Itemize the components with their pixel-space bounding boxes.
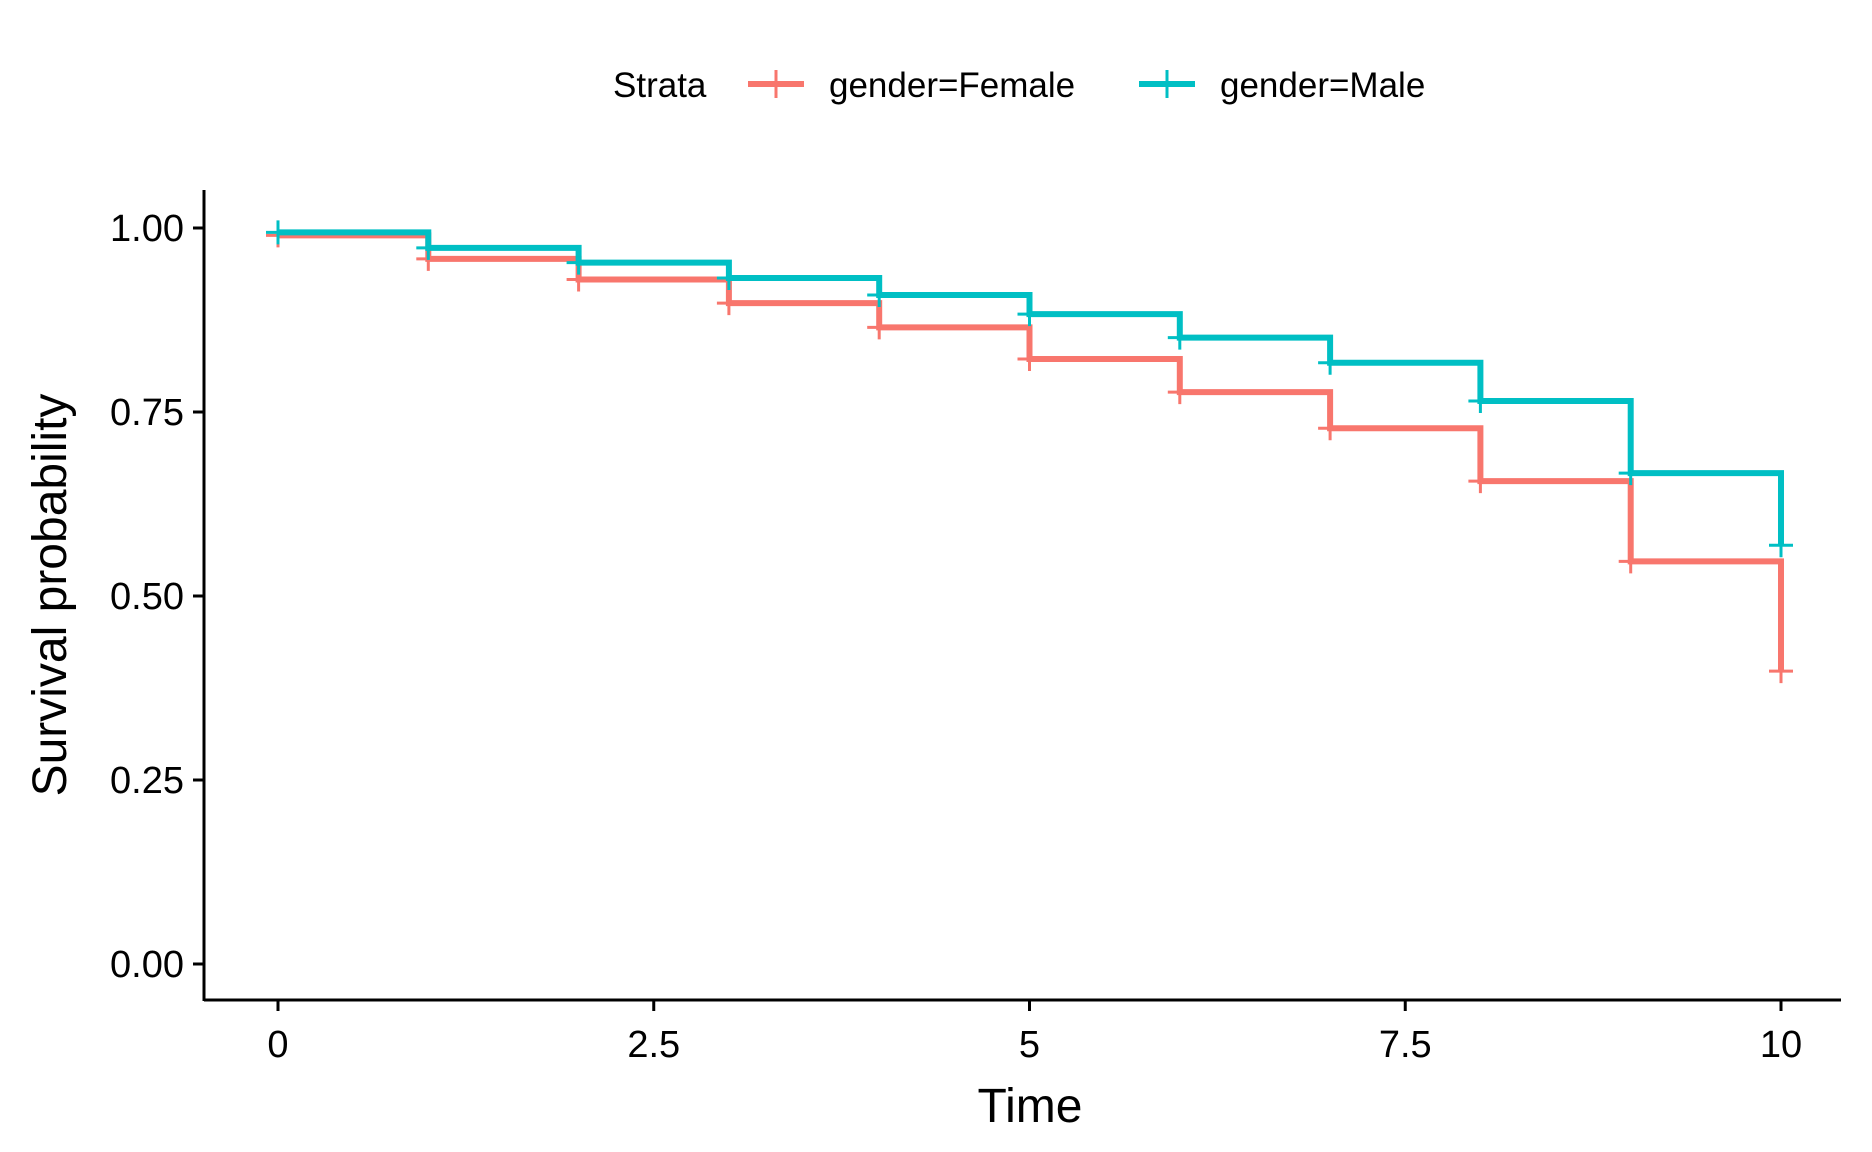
- censor-mark: [1318, 350, 1343, 375]
- y-tick-label: 1.00: [110, 208, 184, 250]
- y-tick-label: 0.00: [110, 944, 184, 986]
- x-tick-label: 10: [1760, 1024, 1802, 1066]
- censor-mark: [1468, 469, 1493, 494]
- censor-mark: [1769, 659, 1793, 684]
- censor-mark: [266, 220, 290, 245]
- censor-mark: [1318, 416, 1343, 441]
- y-ticks: 0.00 0.25 0.50 0.75 1.00: [110, 208, 204, 986]
- plot-series: [266, 220, 1793, 684]
- censor-mark: [867, 282, 892, 307]
- x-axis-title: Time: [978, 1080, 1083, 1133]
- legend-item: gender=Female: [748, 66, 1075, 105]
- censor-mark: [1618, 549, 1643, 574]
- survival-curve: [278, 229, 1784, 546]
- censor-mark: [1017, 302, 1042, 327]
- x-tick-label: 2.5: [627, 1024, 680, 1066]
- censor-mark: [1167, 380, 1192, 405]
- y-axis-title: Survival probability: [24, 394, 77, 797]
- axes: 0.00 0.25 0.50 0.75 1.00 0 2.5 5 7.5 10: [110, 190, 1841, 1066]
- censor-mark: [1468, 388, 1493, 413]
- censor-mark: [716, 266, 741, 291]
- legend-label: gender=Female: [829, 66, 1075, 105]
- legend: Strata gender=Female gender=Male: [613, 66, 1425, 105]
- x-tick-label: 0: [267, 1024, 288, 1066]
- legend-entries: gender=Female gender=Male: [748, 66, 1425, 105]
- censor-mark: [1769, 533, 1793, 558]
- x-tick-label: 5: [1019, 1024, 1040, 1066]
- y-tick-label: 0.25: [110, 760, 184, 802]
- censor-mark: [1167, 325, 1192, 350]
- legend-item: gender=Male: [1139, 66, 1425, 105]
- censor-mark: [1618, 461, 1643, 486]
- censor-mark: [867, 315, 892, 340]
- y-tick-label: 0.50: [110, 576, 184, 618]
- legend-title: Strata: [613, 66, 707, 105]
- legend-label: gender=Male: [1220, 66, 1425, 105]
- x-ticks: 0 2.5 5 7.5 10: [267, 1000, 1802, 1066]
- censor-mark: [566, 250, 591, 275]
- series-gender-male: [266, 220, 1793, 558]
- censor-mark: [1017, 347, 1042, 372]
- censor-mark: [416, 235, 441, 260]
- x-tick-label: 7.5: [1379, 1024, 1432, 1066]
- censor-mark: [716, 291, 741, 316]
- y-tick-label: 0.75: [110, 392, 184, 434]
